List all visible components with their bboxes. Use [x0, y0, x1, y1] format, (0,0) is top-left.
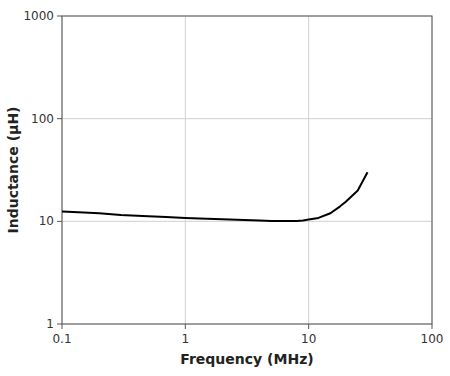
- series: [62, 172, 368, 221]
- y-axis-label: Inductance (μH): [5, 106, 21, 233]
- x-tick-label: 1: [182, 332, 190, 346]
- y-tick-label: 10: [39, 214, 54, 228]
- x-axis-label: Frequency (MHz): [180, 351, 313, 367]
- x-tick-label: 10: [301, 332, 316, 346]
- axes: 0.11101001101001000: [23, 9, 443, 346]
- y-tick: [57, 16, 62, 17]
- y-tick: [57, 221, 62, 222]
- y-tick-label: 1000: [23, 9, 54, 23]
- plot-frame: [62, 16, 432, 324]
- y-tick: [57, 324, 62, 325]
- x-tick: [432, 324, 433, 329]
- y-tick-label: 1: [46, 317, 54, 331]
- y-tick: [57, 118, 62, 119]
- grid-line-x: [308, 16, 309, 324]
- x-tick-label: 100: [421, 332, 444, 346]
- x-tick: [62, 324, 63, 329]
- grid: [62, 16, 432, 324]
- x-tick-label: 0.1: [52, 332, 71, 346]
- chart: 0.11101001101001000Frequency (MHz)Induct…: [0, 0, 450, 376]
- grid-line-y: [62, 118, 432, 119]
- x-tick: [308, 324, 309, 329]
- x-tick: [185, 324, 186, 329]
- grid-line-x: [185, 16, 186, 324]
- y-tick-label: 100: [31, 112, 54, 126]
- line: [62, 172, 368, 221]
